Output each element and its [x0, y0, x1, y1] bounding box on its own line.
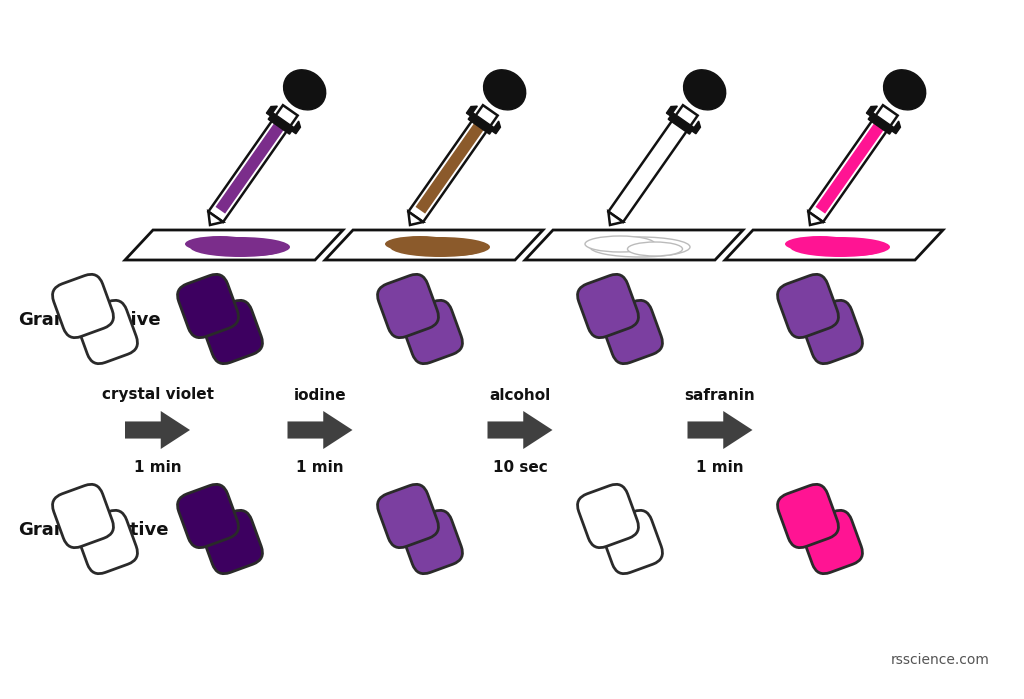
Ellipse shape [227, 242, 283, 256]
Polygon shape [288, 411, 352, 449]
Ellipse shape [590, 237, 690, 257]
FancyBboxPatch shape [777, 484, 839, 548]
Text: Gram-positive: Gram-positive [18, 311, 161, 329]
FancyBboxPatch shape [52, 484, 114, 548]
Polygon shape [325, 230, 543, 260]
Polygon shape [487, 411, 553, 449]
FancyBboxPatch shape [202, 301, 262, 363]
Polygon shape [409, 212, 423, 225]
FancyBboxPatch shape [202, 510, 262, 574]
Polygon shape [208, 105, 298, 222]
Text: safranin: safranin [685, 387, 756, 403]
Polygon shape [892, 121, 900, 134]
Ellipse shape [884, 70, 926, 110]
Text: Gram-negative: Gram-negative [18, 521, 169, 539]
Polygon shape [266, 106, 278, 116]
Ellipse shape [390, 237, 490, 257]
Polygon shape [608, 105, 697, 222]
Polygon shape [468, 113, 494, 134]
Polygon shape [125, 411, 190, 449]
Text: 1 min: 1 min [134, 461, 181, 475]
Text: 10 sec: 10 sec [493, 461, 548, 475]
Polygon shape [687, 411, 753, 449]
FancyBboxPatch shape [601, 510, 663, 574]
Ellipse shape [185, 236, 255, 252]
Ellipse shape [190, 237, 290, 257]
Text: rsscience.com: rsscience.com [891, 653, 990, 667]
Polygon shape [667, 106, 677, 116]
FancyBboxPatch shape [578, 274, 639, 338]
FancyBboxPatch shape [401, 301, 463, 363]
FancyBboxPatch shape [578, 484, 639, 548]
Polygon shape [492, 121, 501, 134]
Ellipse shape [628, 242, 683, 256]
Polygon shape [815, 120, 887, 214]
Polygon shape [466, 106, 477, 116]
FancyBboxPatch shape [401, 510, 463, 574]
Polygon shape [409, 105, 498, 222]
FancyBboxPatch shape [177, 274, 239, 338]
Polygon shape [808, 105, 898, 222]
FancyBboxPatch shape [378, 274, 438, 338]
Polygon shape [692, 121, 700, 134]
Ellipse shape [385, 236, 455, 252]
FancyBboxPatch shape [177, 484, 239, 548]
FancyBboxPatch shape [777, 274, 839, 338]
FancyBboxPatch shape [77, 510, 137, 574]
Text: alcohol: alcohol [489, 387, 551, 403]
Polygon shape [866, 106, 878, 116]
FancyBboxPatch shape [52, 274, 114, 338]
Ellipse shape [483, 70, 525, 110]
FancyBboxPatch shape [802, 510, 862, 574]
Polygon shape [292, 121, 300, 134]
Ellipse shape [427, 242, 482, 256]
Text: 1 min: 1 min [296, 461, 344, 475]
Polygon shape [268, 113, 294, 134]
Polygon shape [725, 230, 943, 260]
Polygon shape [669, 113, 694, 134]
Ellipse shape [790, 237, 890, 257]
Ellipse shape [284, 70, 326, 110]
Polygon shape [125, 230, 343, 260]
Polygon shape [808, 212, 823, 225]
Ellipse shape [785, 236, 855, 252]
Polygon shape [215, 120, 287, 214]
FancyBboxPatch shape [77, 301, 137, 363]
Polygon shape [208, 212, 223, 225]
FancyBboxPatch shape [378, 484, 438, 548]
FancyBboxPatch shape [802, 301, 862, 363]
Polygon shape [608, 212, 624, 225]
Ellipse shape [684, 70, 726, 110]
Text: 1 min: 1 min [696, 461, 743, 475]
Polygon shape [525, 230, 743, 260]
Polygon shape [868, 113, 894, 134]
Text: iodine: iodine [294, 387, 346, 403]
Ellipse shape [827, 242, 883, 256]
Ellipse shape [585, 236, 655, 252]
Polygon shape [416, 120, 486, 214]
Text: crystal violet: crystal violet [101, 387, 213, 403]
FancyBboxPatch shape [601, 301, 663, 363]
